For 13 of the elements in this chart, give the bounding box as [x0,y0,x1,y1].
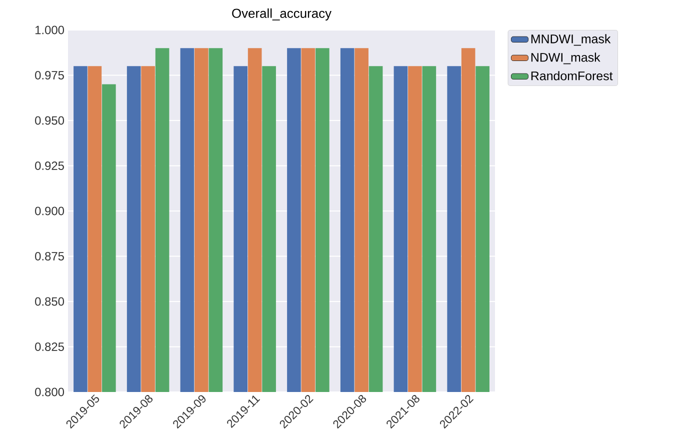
y-tick-label: 0.950 [35,116,64,125]
y-tick-label: 0.825 [35,342,64,351]
y-tick-label: 0.975 [35,71,64,80]
legend-label: MNDWI_mask [531,34,611,46]
y-tick-label: 0.900 [35,206,64,216]
y-tick-label: 0.850 [35,297,64,306]
y-tick-label: 1.000 [35,26,64,34]
y-tick-label: 0.875 [35,252,64,260]
legend-label: NDWI_mask [531,52,600,64]
legend-label: RandomForest [531,71,613,80]
y-tick-label: 0.800 [35,388,64,396]
chart-title: Overall_accuracy [232,8,332,20]
y-tick-label: 0.925 [35,162,64,170]
